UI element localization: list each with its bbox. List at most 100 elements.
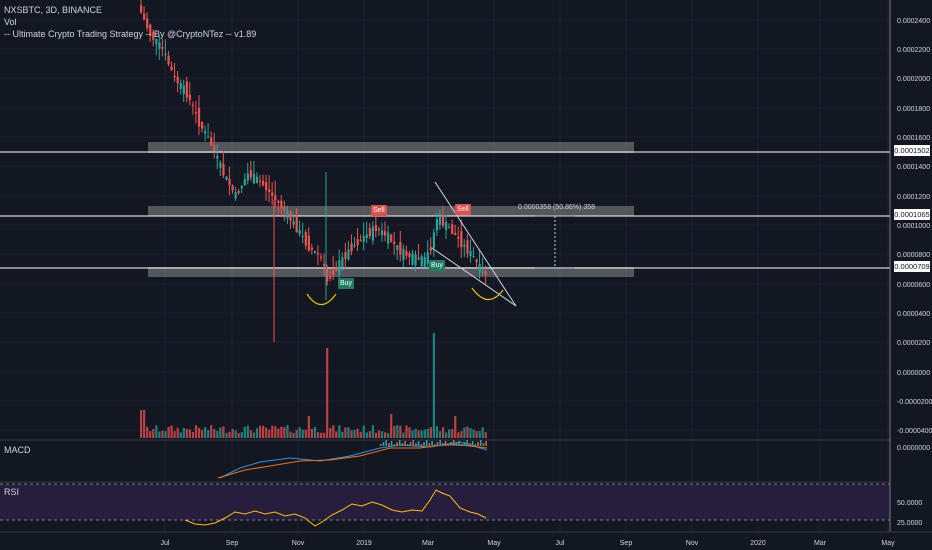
candle-body [414,254,417,266]
price-axis-tick: 0.0000000 [897,370,930,377]
candle-body [225,176,228,180]
volume-bar [143,410,146,438]
candle-body [359,240,362,242]
price-axis-tick: 0.0001600 [897,135,930,142]
candle-body [356,239,359,246]
candle-body [368,228,371,237]
volume-bar [213,429,216,438]
chart-drawings [306,181,575,307]
volume-bar [201,430,204,438]
volume-bar [176,427,179,438]
candle-body [219,162,222,168]
zone-box [148,206,634,216]
symbol-title[interactable]: NXSBTC, 3D, BINANCE [4,5,103,15]
zone-box [148,142,634,153]
macd-histogram-bar [409,442,412,446]
price-axis-tick: 0.0000800 [897,252,930,259]
volume-bar [393,426,396,438]
volume-bar [338,425,341,438]
macd-histogram-bar [385,440,387,446]
volume-bar [252,432,256,438]
candle-body [432,232,435,248]
candle-body [304,231,307,246]
candle-body [332,269,335,276]
candle-body [344,252,347,260]
candle-body [246,173,249,181]
time-axis-tick: Sep [226,540,239,547]
candle-body [326,268,329,282]
volume-bar [359,431,362,438]
candle-body [173,75,176,77]
price-axis-tick: 0.0001800 [897,106,930,113]
rsi-pane [0,481,890,527]
volume-bar [460,431,463,438]
price-axis-tick: 0.0002200 [897,47,930,54]
volume-bar [463,427,466,438]
volume-bar [140,410,143,438]
candle-body [149,24,152,37]
candle-body [463,244,466,247]
candle-body [393,241,396,244]
candle-body [231,185,234,191]
macd-histogram-bar [434,444,436,446]
candle-body [380,230,384,235]
volume-bar [194,425,198,438]
candle-body [435,219,439,231]
volume-bar [420,430,423,438]
volume-bar [390,414,393,438]
volume-label[interactable]: Vol [4,17,17,27]
candle-body [292,221,295,225]
candle-body [213,145,216,152]
macd-histogram-bar [466,440,468,446]
volume-bar [231,429,234,438]
macd-histogram-bar [382,442,385,446]
time-axis-tick: May [487,540,501,547]
macd-histogram-bar [452,440,455,446]
volume-bar [246,425,249,438]
volume-bar [475,431,478,438]
cup-arc [471,287,504,301]
volume-bar [484,432,487,438]
volume-bar [454,416,457,438]
volume-bar [216,430,219,438]
volume-bar [222,426,225,438]
candle-body [469,251,472,257]
candle-body [323,264,326,267]
macd-histogram-bar [417,441,420,446]
volume-bar [204,427,207,438]
price-axis-tick: 0.0001200 [897,194,930,201]
volume-bar [304,429,307,438]
macd-histogram-bar [471,441,474,446]
volume-bar [265,427,268,438]
volume-bar [280,426,283,438]
volume-bar [292,432,295,438]
volume-bar [237,432,240,438]
macd-histogram-bar [396,442,398,446]
volume-bar [182,427,185,438]
chart-legend: NXSBTC, 3D, BINANCE Vol -- Ultimate Cryp… [4,4,256,40]
volume-bar [164,431,167,438]
candle-body [335,266,338,271]
volume-bar [258,425,262,438]
price-axis-tick: 0.0002000 [897,76,930,83]
rsi-label[interactable]: RSI [4,487,20,497]
candle-body [286,211,289,219]
candle-body [289,212,292,221]
candle-body [234,192,237,199]
candle-body [176,76,179,84]
volume-bar [368,431,371,438]
macd-label[interactable]: MACD [4,445,31,455]
macd-histogram-bar [423,442,425,446]
macd-histogram-bar [415,443,417,446]
volume-bar [396,425,399,438]
volume-bar [326,348,329,438]
volume-bar [167,426,170,438]
strategy-label[interactable]: -- Ultimate Crypto Trading Strategy -- B… [4,29,257,39]
candle-body [155,39,158,45]
candle-body [152,31,155,40]
volume-bar [380,431,384,438]
candle-body [390,234,393,242]
time-axis-tick: Nov [686,540,699,547]
candle-body [353,245,356,247]
